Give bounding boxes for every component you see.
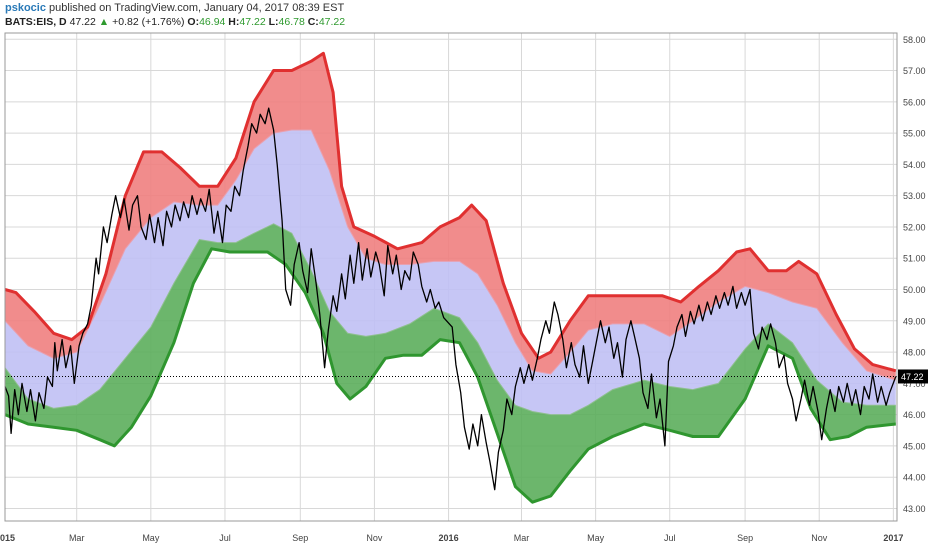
x-tick-label: May (587, 533, 605, 543)
y-tick-label: 47.00 (903, 379, 926, 389)
inner-lower-line (4, 223, 896, 416)
y-tick-label: 51.00 (903, 254, 926, 264)
close-value: 47.22 (318, 16, 346, 28)
last-price-tag (898, 369, 928, 384)
up-arrow-icon: ▲ (98, 16, 110, 28)
x-tick-label: Sep (737, 533, 753, 543)
x-tick-label: Sep (292, 533, 308, 543)
y-tick-label: 46.00 (903, 410, 926, 420)
y-tick-label: 50.00 (903, 285, 926, 295)
open-label: O: (187, 16, 200, 28)
x-tick-label: May (142, 533, 160, 543)
publish-text: published on TradingView.com, January 04… (45, 2, 345, 14)
symbol-label: BATS:EIS, D (5, 16, 67, 28)
y-tick-label: 52.00 (903, 222, 926, 232)
upper-envelope-line (4, 51, 897, 373)
y-tick-label: 48.00 (903, 348, 926, 358)
change-value: +0.82 (+1.76%) (112, 16, 185, 28)
y-tick-label: 45.00 (903, 441, 926, 451)
y-tick-label: 44.00 (903, 473, 926, 483)
y-tick-label: 56.00 (903, 97, 926, 107)
y-tick-label: 58.00 (903, 35, 926, 45)
x-tick-label: Jul (664, 533, 676, 543)
symbol-legend: BATS:EIS, D 47.22 ▲ +0.82 (+1.76%) O:46.… (5, 16, 345, 28)
inner-upper-line (4, 129, 896, 381)
y-tick-label: 57.00 (903, 66, 926, 76)
x-tick-label: 2016 (439, 533, 459, 543)
x-tick-label: Nov (366, 533, 383, 543)
last-price-label: 47.22 (901, 372, 924, 382)
middle-band (5, 130, 896, 415)
open-value: 46.94 (199, 16, 226, 28)
close-label: C: (307, 16, 319, 28)
lower-envelope-line (4, 247, 896, 504)
high-label: H: (228, 16, 240, 28)
x-tick-label: Nov (811, 533, 828, 543)
y-tick-label: 49.00 (903, 316, 926, 326)
y-tick-label: 54.00 (903, 160, 926, 170)
author-link[interactable]: pskocic (5, 2, 46, 14)
high-value: 47.22 (239, 16, 266, 28)
y-tick-label: 53.00 (903, 191, 926, 201)
publish-info: pskocic published on TradingView.com, Ja… (5, 2, 344, 14)
x-tick-label: 2017 (883, 533, 903, 543)
y-tick-label: 43.00 (903, 504, 926, 514)
x-tick-label: Mar (69, 533, 85, 543)
low-label: L: (268, 16, 279, 28)
low-value: 46.78 (278, 16, 305, 28)
last-price-value: 47.22 (69, 16, 96, 28)
x-tick-label: Jul (219, 533, 231, 543)
price-line (4, 107, 897, 491)
x-tick-label: 2015 (0, 533, 15, 543)
x-tick-label: Mar (514, 533, 530, 543)
plot-frame (4, 32, 898, 522)
y-tick-label: 55.00 (903, 129, 926, 139)
